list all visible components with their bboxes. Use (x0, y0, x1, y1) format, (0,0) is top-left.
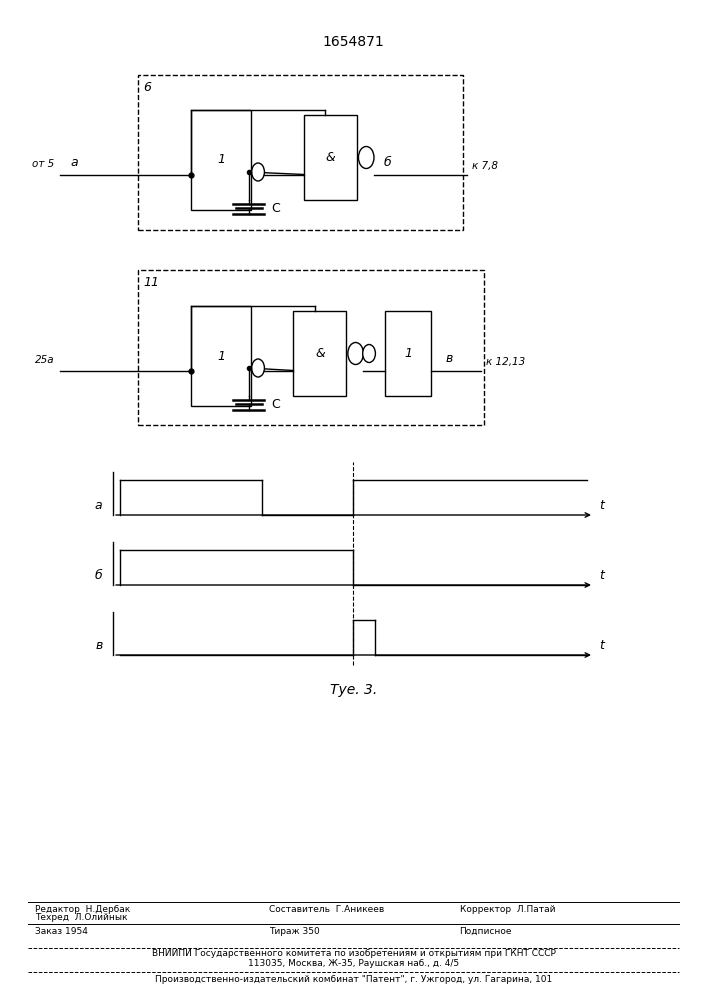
Text: ВНИИПИ Государственного комитета по изобретениям и открытиям при ГКНТ СССР: ВНИИПИ Государственного комитета по изоб… (151, 949, 556, 958)
Text: к 12,13: к 12,13 (486, 357, 526, 367)
Circle shape (348, 342, 363, 364)
Text: 113035, Москва, Ж-35, Раушская наб., д. 4/5: 113035, Москва, Ж-35, Раушская наб., д. … (248, 959, 459, 968)
Text: Подписное: Подписное (460, 927, 512, 936)
Text: от 5: от 5 (33, 159, 54, 169)
Text: Редактор  Н.Дербак: Редактор Н.Дербак (35, 905, 131, 914)
Text: t: t (600, 639, 604, 652)
Circle shape (252, 359, 264, 377)
Text: 25а: 25а (35, 355, 54, 365)
Text: 1654871: 1654871 (322, 35, 385, 49)
Circle shape (363, 344, 375, 362)
Text: Тираж 350: Тираж 350 (269, 927, 320, 936)
Bar (191, 110, 251, 210)
Text: Корректор  Л.Патай: Корректор Л.Патай (460, 904, 555, 914)
Text: 1: 1 (217, 153, 225, 166)
Bar (138, 270, 484, 425)
Bar (304, 115, 357, 200)
Text: б: б (384, 156, 391, 169)
Circle shape (252, 163, 264, 181)
Text: а: а (71, 156, 78, 169)
Text: &: & (315, 347, 325, 360)
Text: &: & (326, 151, 335, 164)
Text: в: в (445, 352, 452, 365)
Bar (293, 311, 346, 396)
Bar (191, 306, 251, 406)
Text: Заказ 1954: Заказ 1954 (35, 927, 88, 936)
Text: 6: 6 (144, 81, 151, 94)
Text: в: в (95, 639, 103, 652)
Text: Производственно-издательский комбинат "Патент", г. Ужгород, ул. Гагарина, 101: Производственно-издательский комбинат "П… (155, 975, 552, 984)
Text: C: C (271, 202, 280, 216)
Text: 1: 1 (404, 347, 412, 360)
Text: 11: 11 (144, 276, 160, 289)
Text: Техред  Л.Олийнык: Техред Л.Олийнык (35, 913, 128, 922)
Text: а: а (95, 499, 103, 512)
Text: к 7,8: к 7,8 (472, 161, 498, 171)
Text: Составитель  Г.Аникеев: Составитель Г.Аникеев (269, 905, 384, 914)
Circle shape (358, 146, 374, 168)
Bar (385, 311, 431, 396)
Text: t: t (600, 569, 604, 582)
Text: Τуе. 3.: Τуе. 3. (330, 683, 377, 697)
Text: б: б (95, 569, 103, 582)
Text: t: t (600, 499, 604, 512)
Text: 1: 1 (217, 350, 225, 362)
Text: C: C (271, 398, 280, 412)
Bar (138, 75, 463, 230)
